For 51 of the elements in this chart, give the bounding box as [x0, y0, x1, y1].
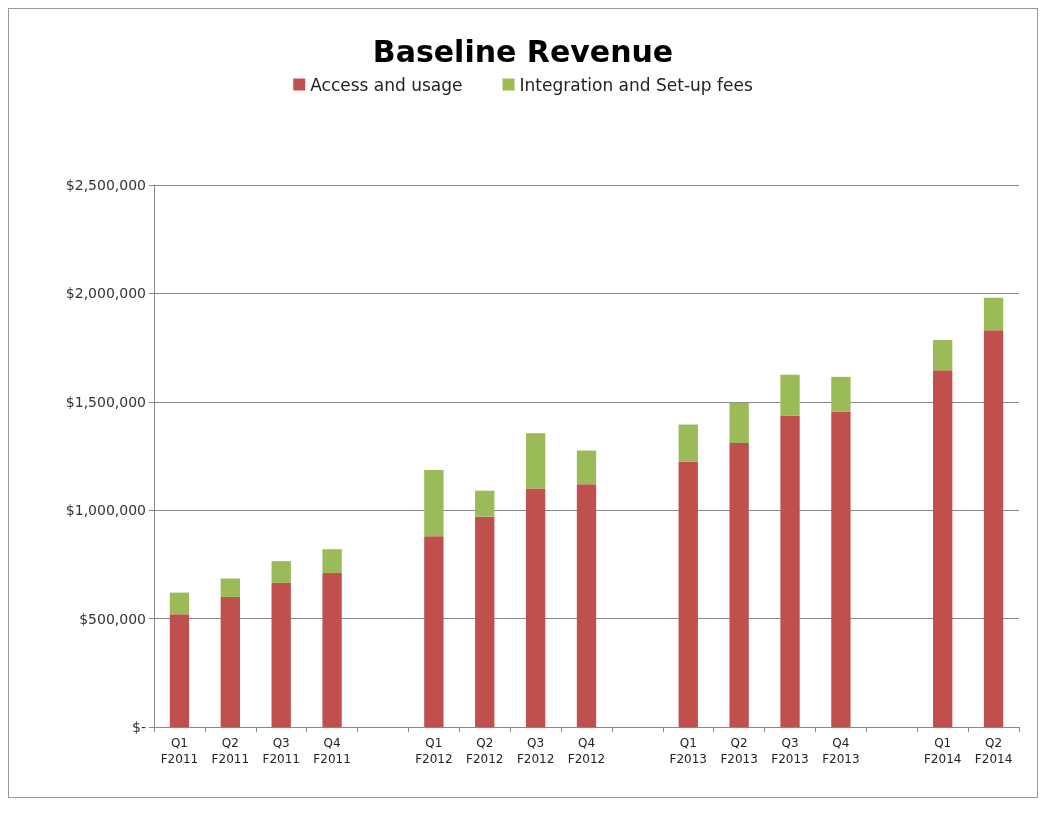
x-tick-label: Q1 F2012	[415, 736, 453, 766]
y-tick-label: $500,000	[79, 610, 146, 627]
bar	[831, 411, 851, 727]
bar	[983, 297, 1004, 331]
bar	[271, 561, 291, 583]
chart-title: Baseline Revenue	[372, 33, 674, 69]
bar	[322, 573, 342, 727]
bar	[322, 549, 342, 574]
x-tick-label: Q3 F2012	[516, 736, 555, 766]
bar	[780, 415, 800, 727]
x-tick-label: Q4 F2013	[822, 736, 860, 766]
bar	[576, 484, 597, 727]
x-tick-label: Q2 F2013	[720, 736, 758, 766]
bar	[678, 424, 698, 462]
bar	[475, 490, 495, 517]
bar	[831, 376, 851, 412]
x-tick-label: Q2 F2012	[466, 736, 504, 766]
y-tick-label: $-	[132, 719, 146, 735]
x-tick-label: Q4 F2011	[313, 736, 351, 766]
bar	[525, 433, 546, 489]
bar	[220, 578, 240, 597]
x-tick-label: Q2 F2011	[211, 736, 250, 766]
bar	[678, 461, 698, 727]
x-tick-label: Q4 F2012	[567, 736, 606, 766]
bar	[729, 442, 749, 727]
x-tick-label: Q2 F2014	[974, 736, 1013, 766]
bar	[933, 370, 953, 727]
x-tick-label: Q3 F2013	[771, 736, 809, 766]
x-tick-label: Q3 F2011	[262, 736, 300, 766]
y-tick-label: $1,000,000	[65, 502, 146, 519]
bar	[271, 582, 291, 727]
bar	[424, 536, 444, 727]
x-tick-label: Q1 F2014	[923, 736, 962, 766]
bar	[169, 614, 190, 727]
legend-label: Access and usage	[310, 74, 463, 95]
bar	[729, 402, 749, 443]
bar	[933, 340, 953, 371]
bar	[220, 596, 240, 727]
x-tick-label: Q1 F2013	[669, 736, 707, 766]
y-tick-label: $1,500,000	[65, 393, 146, 410]
bar	[525, 488, 546, 727]
bar	[169, 592, 190, 615]
bar	[475, 516, 495, 727]
bar	[983, 330, 1004, 727]
y-tick-label: $2,000,000	[65, 285, 146, 302]
bar	[576, 450, 597, 485]
legend-label: Integration and Set-up fees	[519, 74, 753, 95]
bar	[424, 470, 444, 537]
bar	[780, 374, 800, 416]
y-tick-label: $2,500,000	[65, 177, 146, 193]
x-tick-label: Q1 F2011	[160, 736, 199, 766]
